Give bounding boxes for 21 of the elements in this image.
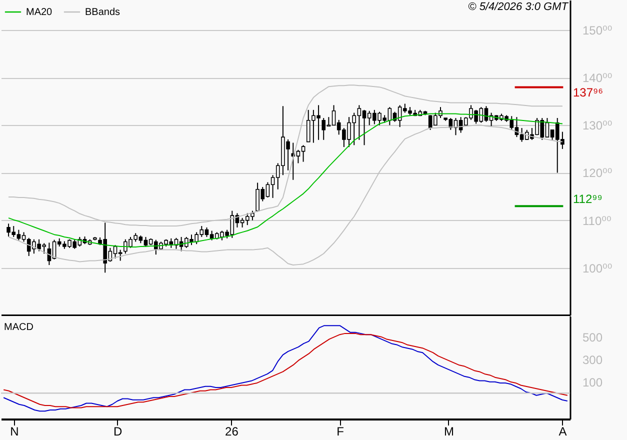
y-tick-label: 100⁰⁰ [582, 261, 612, 276]
y-tick-label: 130⁰⁰ [582, 118, 612, 133]
text: MACD [4, 322, 34, 333]
legend-label: MA20 [26, 7, 53, 18]
y-tick-label: 150⁰⁰ [582, 23, 612, 38]
legend-label: BBands [85, 7, 120, 18]
annotation: © 5/4/2026 3:0 GMT [468, 1, 570, 13]
y-tick-label: 110⁰⁰ [582, 214, 612, 228]
y-tick-label: 140⁰⁰ [582, 71, 612, 86]
x-tick-label: 26 [225, 424, 239, 438]
x-tick-label: N [10, 424, 19, 438]
x-tick-label: D [114, 424, 123, 438]
y-tick-label: 120⁰⁰ [582, 166, 612, 180]
x-tick-label: A [558, 424, 567, 438]
y-tick-label: 500 [582, 330, 603, 344]
x-tick-label: M [444, 424, 454, 438]
x-tick-label: F [336, 424, 344, 438]
ref-line-label: 112⁹⁹ [573, 192, 602, 206]
y-tick-label: 300 [582, 352, 603, 367]
y-tick-label: 100 [582, 375, 603, 390]
ref-line-label: 137⁹⁶ [573, 85, 604, 100]
